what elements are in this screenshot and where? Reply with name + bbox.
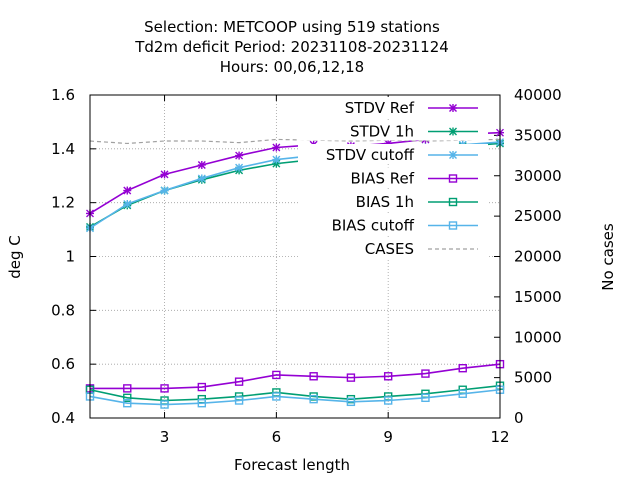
x-tick-label: 6 (272, 428, 282, 446)
point-square (309, 372, 318, 381)
series-bias-1h (85, 381, 505, 405)
x-tick-label: 9 (383, 428, 393, 446)
point-star (235, 163, 244, 172)
point-square (448, 174, 458, 183)
legend-item: STDV 1h (298, 120, 488, 141)
plot-frame (89, 94, 501, 419)
point-square (448, 197, 458, 207)
point-square (272, 370, 281, 380)
point-square (346, 373, 356, 382)
y2-tick-label: 10000 (514, 328, 562, 346)
point-star (272, 143, 281, 152)
point-square (448, 221, 458, 230)
point-square (123, 384, 132, 393)
point-star (160, 170, 169, 179)
legend-item-background (298, 238, 488, 258)
point-square (458, 364, 467, 373)
legend-label: CASES (365, 240, 414, 258)
y2-tick-label: 20000 (514, 248, 562, 266)
point-square (234, 377, 244, 386)
y2-tick-label: 0 (514, 409, 524, 427)
y-tick-label: 0.4 (51, 409, 75, 427)
grid (90, 95, 500, 418)
point-star (449, 104, 457, 112)
chart-title-line-1: Selection: METCOOP using 519 stations (144, 18, 440, 36)
legend-label: STDV 1h (350, 123, 414, 141)
series-bias-ref (85, 359, 505, 393)
legend-label: BIAS Ref (350, 170, 414, 188)
series-cases (89, 138, 501, 145)
point-square (197, 398, 207, 408)
legend-label: STDV Ref (345, 99, 415, 117)
y-tick-label: 1 (65, 248, 75, 266)
legend: STDV Ref STDV 1h STDV cutoff BIAS Ref BIAS 1… (298, 97, 488, 258)
point-square (421, 369, 430, 378)
y2-axis-label: No cases (599, 223, 617, 291)
point-square (383, 372, 393, 381)
point-square (123, 393, 132, 403)
point-star (123, 200, 132, 209)
point-square (197, 382, 207, 392)
legend-item-background (298, 144, 488, 164)
legend-item-background (298, 167, 488, 188)
legend-item: BIAS cutoff (298, 214, 488, 235)
point-square (421, 393, 430, 403)
chart-title-line-2: Td2m deficit Period: 20231108-20231124 (134, 38, 449, 56)
y2-tick-label: 25000 (514, 207, 562, 225)
y-tick-label: 0.6 (51, 355, 75, 373)
y-tick-label: 0.8 (51, 301, 75, 319)
x-tick-label: 12 (490, 428, 509, 446)
legend-label: STDV cutoff (326, 146, 415, 164)
legend-label: BIAS cutoff (332, 217, 415, 235)
point-square (160, 384, 169, 393)
legend-item-background (298, 120, 488, 141)
legend-item: BIAS Ref (298, 167, 488, 188)
x-axis-label: Forecast length (234, 456, 350, 474)
series-line (89, 388, 501, 406)
y-axis-label: deg C (6, 235, 24, 279)
y-tick-label: 1.6 (51, 86, 75, 104)
point-square (383, 396, 393, 405)
point-square (160, 400, 169, 409)
point-star (449, 127, 457, 136)
point-star (272, 155, 281, 164)
legend-item: CASES (298, 238, 488, 258)
y2-tick-label: 30000 (514, 167, 562, 185)
legend-item-background (298, 191, 488, 211)
y2-tick-label: 40000 (514, 86, 562, 104)
y-tick-label: 1.4 (51, 140, 75, 158)
point-star (197, 174, 206, 183)
point-square (309, 394, 318, 404)
point-square (123, 398, 132, 408)
legend-label: BIAS 1h (356, 193, 414, 211)
legend-item: BIAS 1h (298, 191, 488, 211)
chart-title: Selection: METCOOP using 519 stations Td… (134, 18, 449, 76)
y2-tick-label: 35000 (514, 126, 562, 144)
legend-item: STDV Ref (298, 97, 488, 117)
series-line (89, 384, 501, 402)
point-star (197, 160, 206, 169)
series-line (90, 363, 501, 390)
point-square (234, 396, 244, 405)
point-star (123, 186, 132, 195)
legend-item: STDV cutoff (298, 144, 488, 164)
point-square (272, 392, 281, 401)
point-square (458, 389, 467, 398)
point-star (449, 151, 457, 159)
legend-item-background (298, 97, 488, 117)
y2-tick-label: 15000 (514, 288, 562, 306)
series-bias-cutoff (85, 385, 505, 409)
y2-tick-label: 5000 (514, 369, 552, 387)
point-star (160, 186, 169, 195)
chart-title-line-3: Hours: 00,06,12,18 (220, 58, 364, 76)
legend-item-background (298, 214, 488, 235)
axis-ticks: 3 6 9 12 0.4 0.6 0.8 1 1.2 1.4 1.6 0 5000 10000 15000 2… (51, 86, 562, 446)
point-square (346, 397, 356, 407)
y-tick-label: 1.2 (51, 194, 75, 212)
point-star (235, 151, 244, 160)
x-tick-label: 3 (160, 428, 170, 446)
series-line (89, 138, 501, 145)
